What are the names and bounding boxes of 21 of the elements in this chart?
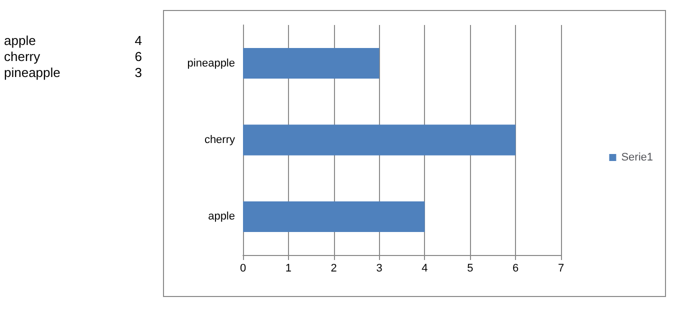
x-tick-label: 1 xyxy=(285,262,292,274)
legend-label: Serie1 xyxy=(621,152,653,164)
y-tick-label: cherry xyxy=(204,134,236,146)
x-tick-label: 7 xyxy=(558,262,564,274)
text: cherry xyxy=(4,49,41,64)
bar xyxy=(243,201,425,232)
x-tick-label: 2 xyxy=(330,262,337,274)
text: 6 xyxy=(134,49,142,64)
text: apple xyxy=(4,33,36,48)
x-tick-label: 6 xyxy=(512,262,519,274)
x-tick-label: 0 xyxy=(240,262,246,274)
x-tick-label: 4 xyxy=(422,262,428,274)
y-tick-label: pineapple xyxy=(187,57,235,70)
x-tick-label: 3 xyxy=(376,262,382,274)
bar xyxy=(243,124,516,156)
text: 4 xyxy=(134,33,142,48)
bar xyxy=(243,48,380,79)
y-tick-label: apple xyxy=(208,210,235,223)
text: 3 xyxy=(134,65,142,80)
text: pineapple xyxy=(4,65,60,80)
x-tick-label: 5 xyxy=(467,262,474,274)
